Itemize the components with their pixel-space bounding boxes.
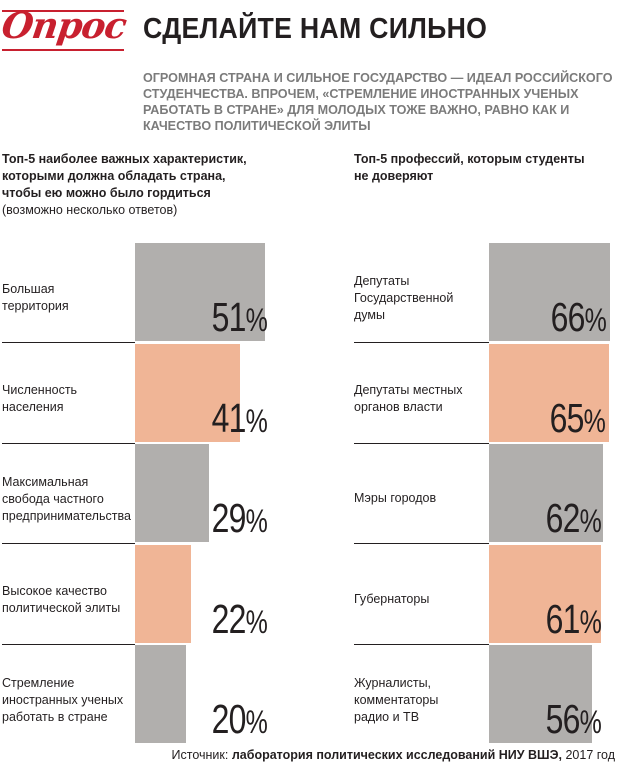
right-chart-category-label-3: Мэры городов <box>354 491 437 505</box>
right-chart-value-number-4: 61 <box>545 595 581 642</box>
right-chart-row-divider-2 <box>354 442 489 444</box>
left-chart-note: (возможно несколько ответов) <box>2 203 178 217</box>
right-chart-value-number-5: 56 <box>545 696 581 742</box>
right-chart-value-unit-3: % <box>579 503 602 539</box>
right-chart-value-number-3: 62 <box>545 495 581 541</box>
source-prefix: Источник: <box>171 748 232 762</box>
left-chart-row-divider-4 <box>2 643 135 645</box>
right-chart-bar-2 <box>489 343 609 442</box>
left-chart-bar-3 <box>135 444 209 542</box>
right-chart-heading: Топ-5 профессий, которым студенты не дов… <box>354 151 594 185</box>
page-subtitle: ОГРОМНАЯ СТРАНА И СИЛЬНОЕ ГОСУДАРСТВО — … <box>143 71 613 133</box>
left-chart-category-label-2: Численность населения <box>2 382 78 414</box>
right-chart-value-unit-1: % <box>585 302 607 338</box>
left-chart-value-number-4: 22 <box>211 595 247 642</box>
page-title: СДЕЛАЙТЕ НАМ СИЛЬНО <box>143 13 488 45</box>
right-chart-value-label-4: 61% <box>545 595 602 644</box>
left-chart-bar-1 <box>135 243 266 341</box>
left-chart-row-divider-3 <box>2 543 135 544</box>
right-chart-title: Топ-5 профессий, которым студенты не дов… <box>354 152 585 183</box>
logo-line-bottom <box>2 49 124 51</box>
left-chart-value-label-3: 29% <box>211 495 268 543</box>
left-chart-heading: Топ-5 наиболее важных характеристик, кот… <box>2 151 252 219</box>
left-chart-bar-4 <box>135 544 192 643</box>
right-chart-value-label-5: 56% <box>545 696 602 744</box>
right-chart-value-unit-4: % <box>579 603 602 640</box>
left-chart-value-label-1: 51% <box>211 294 268 342</box>
left-chart-category-label-4: Высокое качество политической элиты <box>2 583 121 615</box>
left-chart-value-label-2: 41% <box>211 394 268 443</box>
right-chart-bar-3 <box>489 444 604 542</box>
left-chart-value-unit-5: % <box>245 704 268 740</box>
logo: Опрос <box>0 4 129 56</box>
left-chart-value-label-4: 22% <box>211 595 268 644</box>
left-chart-title: Топ-5 наиболее важных характеристик, кот… <box>2 152 247 200</box>
right-chart-category-label-1: Депутаты Государственной думы <box>354 274 454 322</box>
right-chart-bar-4 <box>489 544 602 643</box>
left-chart-value-unit-4: % <box>245 603 268 640</box>
right-chart-value-unit-2: % <box>583 402 605 439</box>
right-chart-row-divider-1 <box>354 342 489 343</box>
right-chart-value-number-2: 65 <box>549 394 584 441</box>
left-chart-value-label-5: 20% <box>211 696 268 744</box>
right-chart-value-number-1: 66 <box>551 294 586 340</box>
left-chart-category-label-1: Большая территория <box>2 282 69 313</box>
left-chart-value-unit-2: % <box>245 402 268 439</box>
right-chart-category-label-4: Губернаторы <box>354 591 430 606</box>
right-chart-value-unit-5: % <box>579 704 602 740</box>
right-chart-row-divider-3 <box>354 543 489 544</box>
left-chart-row-divider-2 <box>2 442 135 444</box>
left-chart-bar-2 <box>135 343 240 442</box>
left-chart-value-unit-3: % <box>245 503 268 539</box>
left-chart-category-label-5: Стремление иностранных ученых работать в… <box>2 676 124 724</box>
source-name: лаборатория политических исследований НИ… <box>231 748 562 762</box>
right-chart-bar-1 <box>489 243 611 341</box>
right-chart-category-label-2: Депутаты местных органов власти <box>354 382 463 414</box>
left-chart-bar-5 <box>135 645 186 743</box>
left-chart-category-label-3: Максимальная свобода частного предприним… <box>2 475 131 523</box>
left-chart-value-number-3: 29 <box>211 495 247 541</box>
source-note: Источник: лаборатория политических иссле… <box>172 747 615 763</box>
left-chart-value-number-2: 41 <box>211 394 247 441</box>
right-chart-category-label-5: Журналисты, комментаторы радио и ТВ <box>354 676 439 724</box>
source-year: 2017 год <box>561 748 615 762</box>
left-chart-value-number-5: 20 <box>211 696 247 742</box>
left-chart-value-unit-1: % <box>245 302 268 338</box>
right-chart-value-label-3: 62% <box>545 495 602 543</box>
logo-line-top <box>2 10 124 12</box>
left-chart-row-divider-1 <box>2 342 135 343</box>
left-chart-value-number-1: 51 <box>211 294 247 340</box>
right-chart-value-label-1: 66% <box>551 294 607 342</box>
right-chart-bar-5 <box>489 645 593 743</box>
right-chart-value-label-2: 65% <box>549 394 605 443</box>
right-chart-row-divider-4 <box>354 643 489 645</box>
